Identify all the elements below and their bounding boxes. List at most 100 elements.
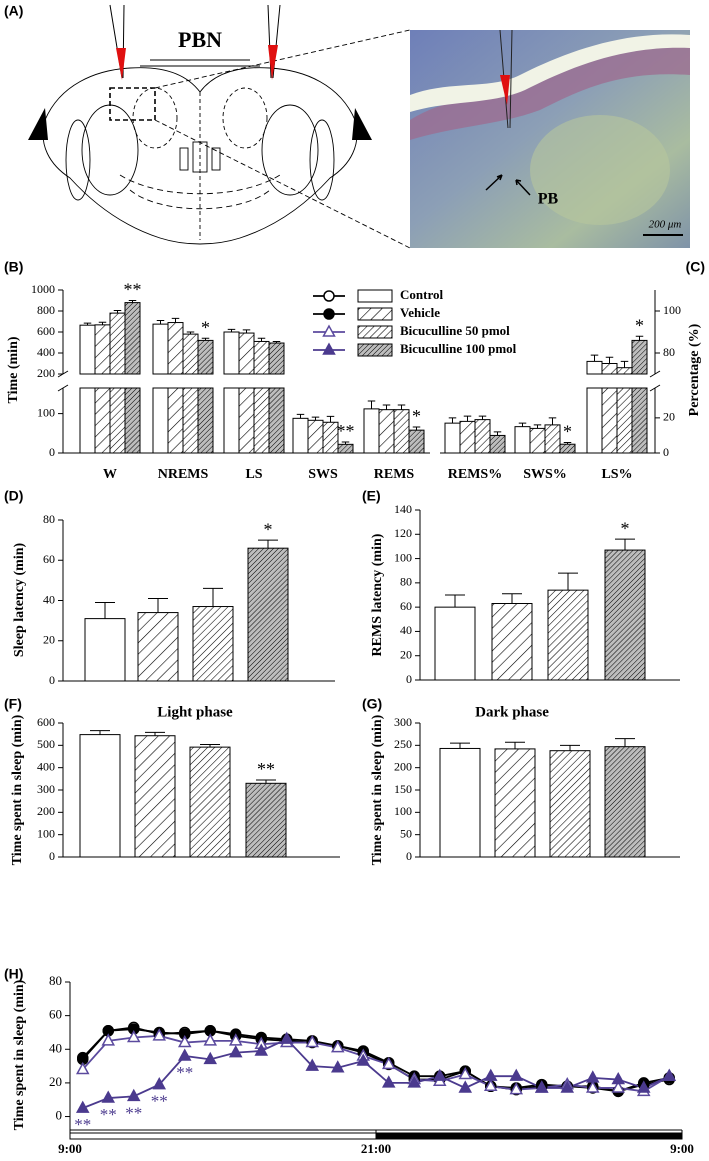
error-bar bbox=[98, 321, 107, 325]
legend-swatch bbox=[357, 343, 393, 357]
marker bbox=[126, 1088, 141, 1102]
y-tick-label: 0 bbox=[406, 849, 412, 863]
bar bbox=[549, 750, 591, 858]
legend-marker bbox=[322, 342, 336, 355]
x-tick-label: LS% bbox=[601, 467, 632, 482]
nucleus bbox=[222, 87, 268, 149]
y-axis-label: REMS latency (min) bbox=[370, 533, 385, 656]
bar bbox=[182, 387, 199, 454]
y-tick-label: 100 bbox=[37, 826, 55, 840]
marker bbox=[381, 1056, 396, 1070]
bar bbox=[378, 409, 395, 454]
marker bbox=[458, 1066, 473, 1080]
y-tick-label: 200 bbox=[37, 366, 55, 380]
marker bbox=[611, 1071, 626, 1085]
marker bbox=[228, 1033, 243, 1046]
error-bar bbox=[145, 731, 165, 736]
error-bar bbox=[635, 335, 644, 341]
y-tick-label: 300 bbox=[394, 715, 412, 729]
error-bar bbox=[296, 413, 305, 419]
error-bar bbox=[242, 329, 251, 334]
bar bbox=[307, 419, 324, 454]
bar bbox=[547, 589, 589, 681]
y-tick-label: 80 bbox=[663, 345, 675, 359]
y-tick-label: 100 bbox=[394, 550, 412, 564]
bar bbox=[197, 387, 214, 454]
annotation: * bbox=[635, 315, 644, 335]
annotation: ** bbox=[125, 1103, 142, 1122]
y-axis-label: Time spent in sleep (min) bbox=[12, 979, 27, 1130]
structure bbox=[211, 147, 221, 171]
error-bar bbox=[200, 743, 220, 748]
bar bbox=[137, 612, 179, 682]
marker bbox=[75, 1061, 90, 1075]
panel-label: (H) bbox=[4, 966, 23, 982]
error-bar bbox=[203, 587, 223, 607]
bar bbox=[253, 340, 270, 375]
bar bbox=[616, 387, 633, 454]
legend-marker bbox=[323, 308, 335, 320]
y-tick-label: 0 bbox=[49, 849, 55, 863]
x-tick-label: LS bbox=[245, 467, 262, 482]
bar bbox=[631, 339, 648, 375]
bar bbox=[408, 429, 425, 454]
panel-label: (F) bbox=[4, 696, 22, 712]
panel-label: (C) bbox=[686, 259, 705, 275]
annotation: ** bbox=[74, 1115, 91, 1134]
legend-label: Bicuculline 100 pmol bbox=[400, 341, 517, 356]
bar bbox=[192, 606, 234, 682]
chart-title: Light phase bbox=[157, 704, 233, 720]
marker bbox=[75, 1100, 90, 1113]
bar bbox=[434, 606, 476, 681]
outline bbox=[42, 67, 358, 245]
annotation: ** bbox=[257, 759, 275, 779]
y-axis-label: Time spent in sleep (min) bbox=[370, 714, 385, 865]
y-tick-label: 600 bbox=[37, 715, 55, 729]
y-tick-label: 50 bbox=[400, 826, 412, 840]
bar bbox=[494, 748, 536, 858]
nucleus bbox=[65, 119, 91, 201]
error-bar bbox=[450, 742, 470, 749]
region-label: PB bbox=[538, 191, 559, 208]
annotation: ** bbox=[176, 1063, 193, 1082]
y-tick-label: 100 bbox=[37, 405, 55, 419]
marker bbox=[458, 1080, 473, 1093]
marker bbox=[203, 1033, 218, 1046]
bar bbox=[94, 387, 111, 454]
bar bbox=[79, 324, 96, 375]
structure bbox=[192, 141, 208, 173]
bar bbox=[247, 547, 289, 682]
error-bar bbox=[341, 441, 350, 445]
y-tick-label: 100 bbox=[394, 804, 412, 818]
y-tick-label: 20 bbox=[400, 647, 412, 661]
bar bbox=[616, 367, 633, 375]
bar bbox=[439, 747, 481, 858]
roi-box bbox=[109, 87, 156, 121]
marker bbox=[483, 1068, 498, 1081]
y-tick-label: 140 bbox=[394, 502, 412, 516]
panel-label: (D) bbox=[4, 488, 23, 504]
x-tick-label: SWS% bbox=[523, 467, 567, 482]
y-axis-label: Time spent in sleep (min) bbox=[10, 714, 25, 865]
bar bbox=[559, 443, 576, 454]
y-tick-label: 250 bbox=[394, 737, 412, 751]
bar bbox=[223, 387, 240, 454]
error-bar bbox=[201, 337, 210, 341]
y-tick-label: 0 bbox=[49, 445, 55, 459]
structure bbox=[179, 147, 189, 171]
marker bbox=[483, 1078, 498, 1092]
x-tick-label: REMS bbox=[374, 467, 415, 482]
axis-break bbox=[649, 384, 661, 392]
bar bbox=[124, 302, 141, 375]
y-tick-label: 0 bbox=[56, 1108, 63, 1123]
nucleus bbox=[261, 104, 319, 196]
error-bar bbox=[563, 441, 572, 445]
marker bbox=[330, 1060, 345, 1073]
error-bar bbox=[558, 572, 578, 591]
y-tick-label: 300 bbox=[37, 782, 55, 796]
error-bar bbox=[367, 400, 376, 409]
bar bbox=[631, 387, 648, 454]
bar bbox=[238, 387, 255, 454]
